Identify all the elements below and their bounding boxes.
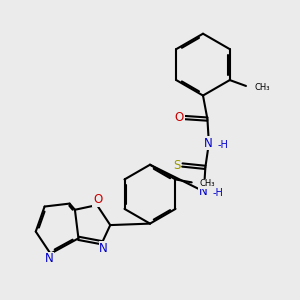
Text: CH₃: CH₃ (200, 179, 215, 188)
Text: N: N (45, 252, 53, 266)
Text: -H: -H (213, 188, 224, 198)
Text: N: N (204, 137, 213, 150)
Text: O: O (175, 111, 184, 124)
Text: CH₃: CH₃ (254, 83, 270, 92)
Text: N: N (99, 242, 108, 254)
Text: -H: -H (218, 140, 229, 150)
Text: N: N (199, 185, 208, 198)
Text: O: O (93, 193, 102, 206)
Text: S: S (173, 158, 180, 172)
